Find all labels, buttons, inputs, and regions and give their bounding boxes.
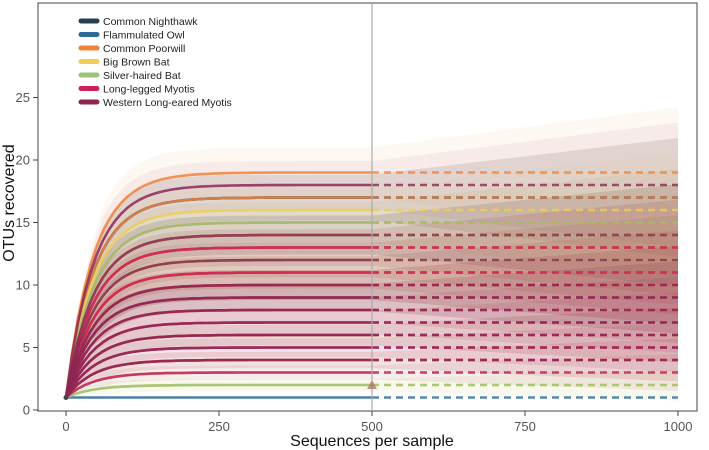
rarefaction-curves bbox=[64, 171, 678, 399]
y-tick-label: 15 bbox=[16, 215, 30, 230]
confidence-band bbox=[66, 323, 678, 398]
confidence-band bbox=[66, 138, 678, 398]
x-tick-label: 500 bbox=[361, 419, 383, 434]
confidence-band bbox=[66, 138, 678, 398]
y-tick-label: 25 bbox=[16, 90, 30, 105]
legend-label: Big Brown Bat bbox=[103, 56, 170, 68]
confidence-band bbox=[66, 138, 678, 398]
legend-label: Common Nighthawk bbox=[103, 16, 198, 28]
legend-label: Silver-haired Bat bbox=[103, 70, 181, 82]
confidence-band bbox=[66, 307, 678, 398]
observed-point-marker bbox=[367, 380, 377, 389]
confidence-band bbox=[66, 261, 678, 398]
confidence-band bbox=[66, 307, 678, 398]
confidence-band bbox=[66, 307, 678, 398]
x-tick-label: 1000 bbox=[664, 419, 693, 434]
series-line-observed bbox=[64, 358, 372, 399]
series-line-observed bbox=[65, 371, 372, 399]
confidence-band bbox=[66, 276, 678, 398]
legend-label: Flammulated Owl bbox=[103, 29, 185, 41]
plot-panel-border bbox=[37, 2, 698, 412]
series-line-observed bbox=[64, 308, 372, 398]
confidence-band bbox=[66, 246, 678, 398]
confidence-band bbox=[66, 246, 678, 398]
legend-label: Long-legged Myotis bbox=[103, 83, 195, 95]
confidence-band bbox=[66, 184, 678, 398]
confidence-band bbox=[66, 184, 678, 398]
x-tick-label: 0 bbox=[62, 419, 69, 434]
confidence-band bbox=[66, 246, 678, 398]
y-axis-title: OTUs recovered bbox=[1, 144, 18, 261]
confidence-band bbox=[66, 261, 678, 398]
confidence-band bbox=[66, 168, 678, 398]
series-line-observed bbox=[64, 233, 372, 398]
series-line-observed bbox=[64, 321, 372, 398]
confidence-band bbox=[66, 107, 678, 398]
series-line-observed bbox=[64, 333, 372, 399]
series-line-observed bbox=[64, 171, 372, 398]
confidence-band bbox=[66, 246, 678, 398]
series-line-observed bbox=[64, 283, 372, 398]
axes: 0 250 500 750 1000 0 5 10 15 20 25 bbox=[16, 2, 698, 434]
series-line-observed bbox=[64, 296, 372, 398]
confidence-band bbox=[66, 292, 678, 398]
series-line-observed bbox=[64, 183, 372, 398]
legend-label: Western Long-eared Myotis bbox=[103, 97, 232, 109]
confidence-band bbox=[66, 153, 678, 398]
x-axis-title: Sequences per sample bbox=[290, 433, 454, 450]
y-tick-label: 10 bbox=[16, 278, 30, 293]
confidence-band bbox=[66, 168, 678, 398]
y-tick-label: 20 bbox=[16, 153, 30, 168]
series-line-observed bbox=[64, 208, 372, 398]
confidence-band bbox=[66, 276, 678, 398]
start-point bbox=[63, 395, 69, 400]
confidence-band bbox=[66, 323, 678, 398]
series-line-observed bbox=[64, 246, 372, 398]
confidence-band bbox=[66, 184, 678, 398]
series-line-observed bbox=[64, 221, 372, 398]
confidence-band bbox=[66, 261, 678, 398]
series-line-observed bbox=[64, 271, 372, 398]
series-line-observed bbox=[64, 258, 372, 398]
confidence-band bbox=[66, 261, 678, 398]
x-tick-label: 250 bbox=[208, 419, 230, 434]
x-tick-label: 750 bbox=[514, 419, 536, 434]
y-tick-label: 0 bbox=[23, 403, 30, 418]
legend-label: Common Poorwill bbox=[103, 43, 185, 55]
confidence-band bbox=[66, 184, 678, 398]
series-line-observed bbox=[64, 346, 372, 399]
y-tick-label: 5 bbox=[23, 340, 30, 355]
confidence-band bbox=[66, 276, 678, 398]
series-line-observed bbox=[64, 196, 372, 398]
confidence-band bbox=[66, 307, 678, 398]
confidence-band bbox=[66, 292, 678, 398]
confidence-band bbox=[66, 246, 678, 398]
series-line-observed bbox=[65, 383, 372, 399]
confidence-band bbox=[66, 122, 678, 398]
